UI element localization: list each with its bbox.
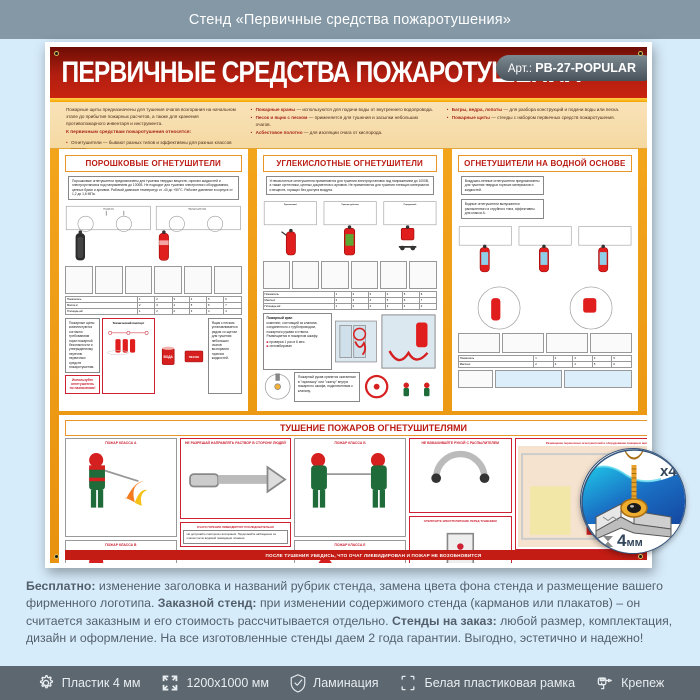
svg-text:ВОДА: ВОДА — [164, 355, 174, 359]
svg-text:x4: x4 — [660, 463, 677, 480]
svg-text:Принцип действия: Принцип действия — [341, 203, 358, 206]
svg-text:Переносимый: Переносимый — [283, 203, 296, 206]
svg-text:Принцип действия: Принцип действия — [189, 208, 206, 211]
svg-text:Устройство: Устройство — [103, 208, 115, 211]
svg-text:Передвижной: Передвижной — [403, 203, 416, 206]
svg-text:ПЕСОК: ПЕСОК — [189, 355, 199, 359]
